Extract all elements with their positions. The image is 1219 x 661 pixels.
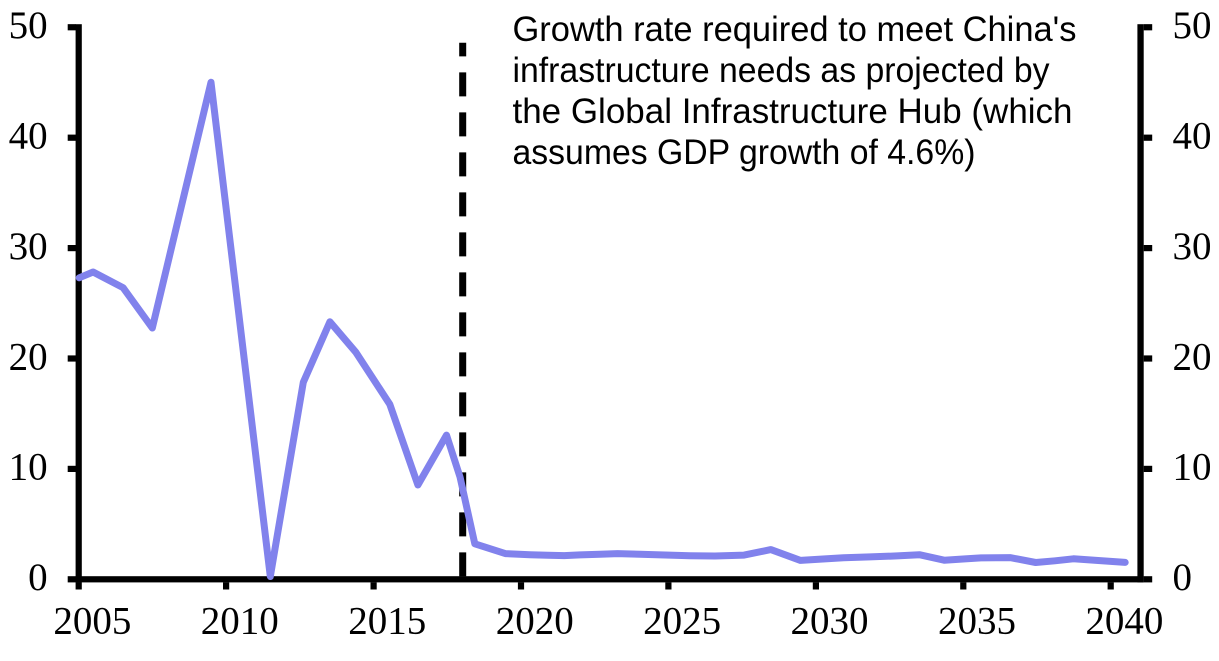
svg-text:20: 20: [1173, 335, 1212, 378]
svg-text:2030: 2030: [791, 600, 869, 643]
svg-text:the Global Infrastructure Hub: the Global Infrastructure Hub (which: [513, 92, 1073, 131]
svg-text:2025: 2025: [643, 600, 721, 643]
svg-text:0: 0: [1173, 556, 1193, 599]
svg-text:50: 50: [9, 4, 48, 47]
svg-text:10: 10: [9, 446, 48, 489]
svg-text:Growth rate required to meet C: Growth rate required to meet China's: [513, 10, 1077, 49]
svg-text:infrastructure needs as projec: infrastructure needs as projected by: [513, 51, 1050, 90]
svg-text:40: 40: [1173, 115, 1212, 158]
svg-text:assumes GDP growth of 4.6%): assumes GDP growth of 4.6%): [513, 133, 976, 172]
svg-text:30: 30: [1173, 225, 1212, 268]
svg-text:10: 10: [1173, 446, 1212, 489]
svg-text:30: 30: [9, 225, 48, 268]
svg-text:2020: 2020: [496, 600, 574, 643]
svg-text:2035: 2035: [938, 600, 1016, 643]
svg-text:40: 40: [9, 115, 48, 158]
svg-text:20: 20: [9, 335, 48, 378]
svg-text:2015: 2015: [348, 600, 426, 643]
svg-text:2010: 2010: [201, 600, 279, 643]
svg-text:2040: 2040: [1085, 600, 1163, 643]
svg-text:50: 50: [1173, 4, 1212, 47]
svg-text:0: 0: [28, 556, 48, 599]
svg-text:2005: 2005: [53, 600, 131, 643]
